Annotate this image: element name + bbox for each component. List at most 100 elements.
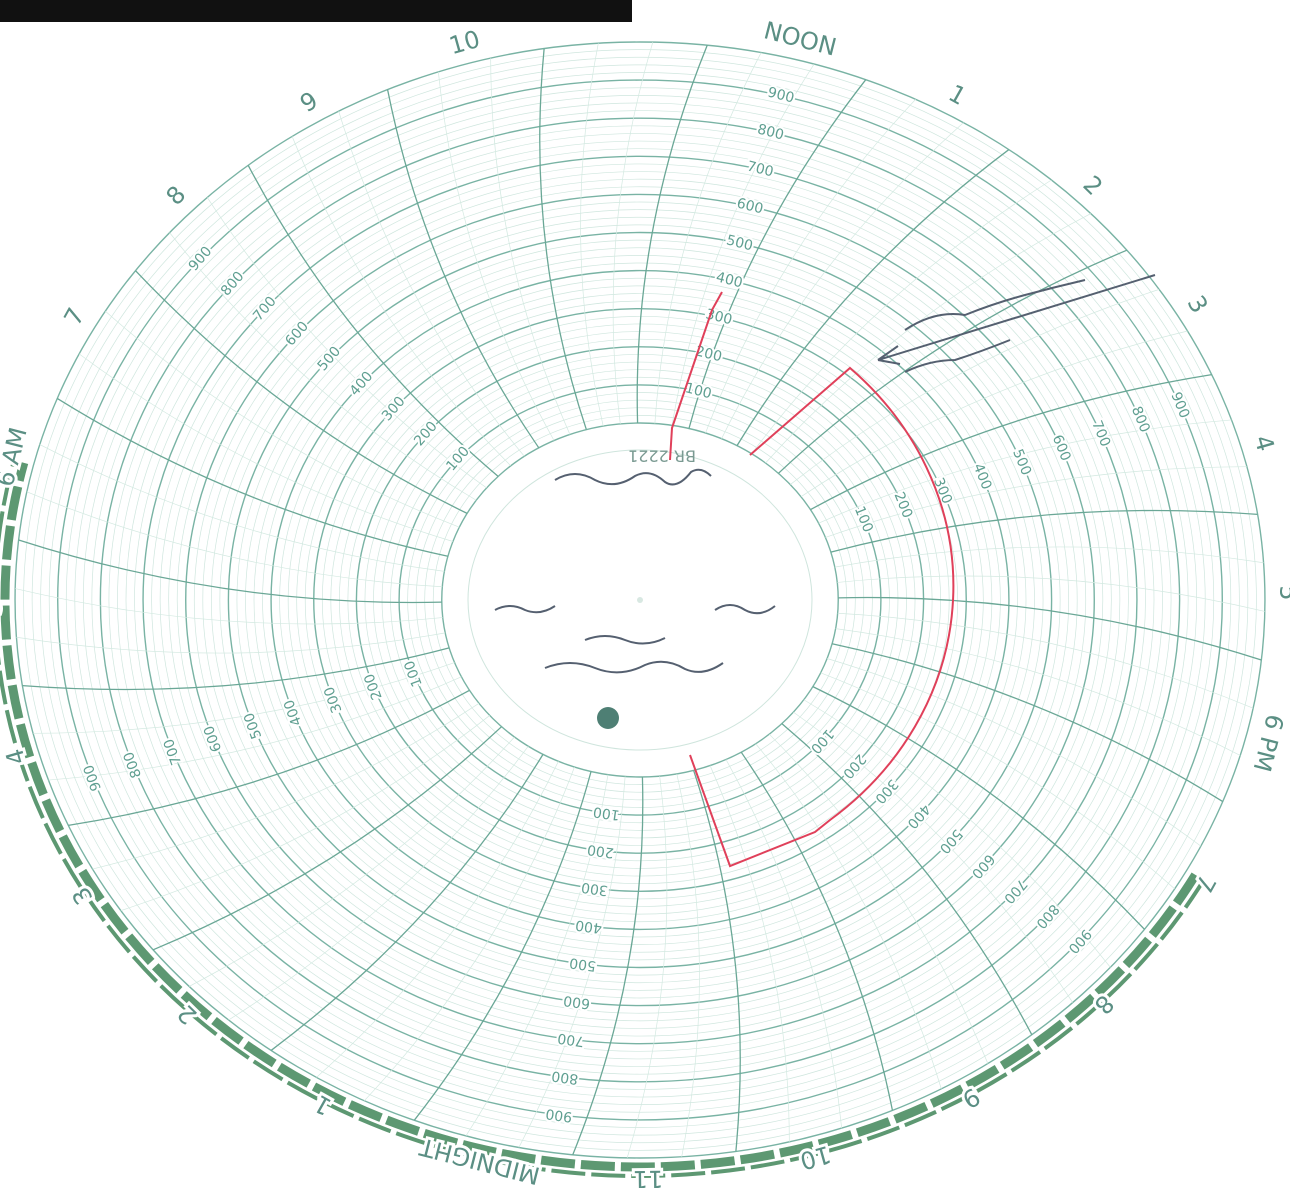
minor-time-line: [121, 715, 490, 910]
ring: [186, 194, 1095, 1005]
hour-line: [694, 770, 741, 1151]
hour-line: [388, 90, 539, 448]
ring: [58, 80, 1223, 1120]
minor-time-line: [627, 776, 667, 1158]
minor-time-line: [581, 43, 604, 426]
minor-time-line: [438, 72, 554, 441]
minor-time-line: [672, 64, 814, 425]
note-line: [904, 279, 1086, 331]
hour-line: [136, 271, 468, 514]
minor-ring: [382, 370, 898, 831]
minor-ring: [109, 126, 1171, 1074]
hour-line: [813, 687, 1145, 930]
minor-time-line: [105, 311, 459, 527]
black-strip: [0, 0, 632, 22]
hour-line: [832, 644, 1223, 802]
hour-line: [153, 727, 501, 950]
minor-time-line: [804, 700, 1111, 968]
minor-time-line: [825, 467, 1246, 538]
minor-time-line: [793, 712, 1072, 1002]
note-line: [904, 339, 1011, 373]
hour-line: [22, 648, 449, 690]
minor-time-line: [48, 677, 461, 780]
hour-label: 5: [0, 599, 6, 615]
ring: [271, 271, 1009, 930]
minor-ring: [117, 133, 1162, 1066]
trace: [689, 366, 955, 868]
minor-time-line: [756, 744, 942, 1089]
scale-label: 300: [580, 879, 609, 899]
hour-line: [414, 772, 591, 1121]
minor-ring: [348, 339, 932, 861]
note-line: [544, 660, 724, 674]
minor-ring: [126, 141, 1154, 1059]
scale-label: 500: [568, 954, 597, 974]
ring: [442, 423, 838, 777]
outer-band: [0, 461, 1204, 1176]
minor-ring: [66, 88, 1214, 1113]
minor-time-line: [838, 613, 1253, 708]
scale-label: 600: [562, 992, 591, 1012]
hour-line: [810, 375, 1211, 510]
hour-line: [741, 752, 892, 1110]
logo: [597, 707, 619, 729]
minor-time-line: [613, 42, 653, 424]
minor-time-line: [821, 673, 1175, 889]
ring: [356, 347, 923, 853]
chart-code: BR 2221: [628, 447, 696, 466]
note-line: [494, 604, 776, 615]
minor-time-line: [827, 659, 1201, 847]
scale-label: 100: [592, 803, 621, 823]
arrow: [877, 274, 1156, 365]
minor-ring: [32, 57, 1248, 1143]
minor-time-line: [677, 774, 700, 1157]
minor-time-line: [207, 197, 486, 487]
hour-line: [57, 398, 448, 556]
pen-trace: [669, 291, 955, 868]
hour-line: [782, 724, 1032, 1035]
minor-ring: [416, 400, 864, 800]
hour-line: [573, 777, 643, 1155]
scale-label: 400: [574, 916, 603, 936]
hour-line: [831, 510, 1258, 552]
minor-time-line: [27, 492, 442, 587]
minor-ring: [322, 316, 957, 883]
minor-ring: [280, 278, 1001, 922]
minor-time-line: [837, 576, 1265, 611]
scale-label: 200: [586, 841, 615, 861]
scale-label: 800: [551, 1067, 580, 1087]
minor-time-line: [170, 233, 477, 501]
minor-ring: [263, 263, 1018, 937]
minor-time-line: [835, 547, 1264, 567]
minor-time-line: [491, 58, 570, 434]
minor-ring: [305, 301, 975, 899]
minor-time-line: [316, 761, 558, 1077]
minor-ring: [160, 172, 1120, 1029]
minor-ring: [220, 225, 1060, 975]
hour-line: [689, 80, 866, 429]
minor-ring: [297, 293, 984, 906]
hour-line: [737, 150, 1009, 446]
minor-time-line: [292, 136, 511, 465]
minor-ring: [194, 202, 1085, 998]
minor-ring: [211, 217, 1068, 982]
hour-label: 11: [632, 1165, 663, 1188]
minor-time-line: [801, 331, 1188, 497]
minor-time-line: [655, 53, 761, 424]
minor-ring: [49, 72, 1231, 1127]
minor-ring: [24, 50, 1257, 1151]
minor-ring: [288, 286, 992, 914]
minor-time-line: [40, 445, 445, 572]
minor-time-line: [364, 767, 574, 1101]
minor-time-line: [79, 354, 453, 542]
hour-line: [271, 754, 543, 1050]
minor-ring: [152, 164, 1129, 1036]
minor-ring: [237, 240, 1043, 960]
hour-line: [540, 49, 587, 430]
minor-ring: [177, 187, 1103, 1013]
scale-label: 900: [545, 1105, 574, 1125]
hour-label: 5: [1274, 585, 1290, 601]
minor-ring: [245, 248, 1034, 953]
